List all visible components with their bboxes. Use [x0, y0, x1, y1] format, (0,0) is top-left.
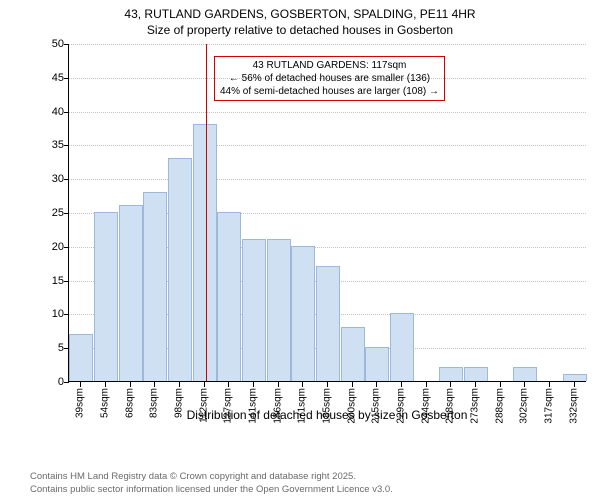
xtick-mark — [105, 382, 106, 387]
histogram-bar — [267, 239, 291, 381]
histogram-bar — [316, 266, 340, 381]
annotation-box: 43 RUTLAND GARDENS: 117sqm← 56% of detac… — [214, 56, 445, 101]
gridline — [69, 44, 586, 45]
xtick-label: 68sqm — [124, 388, 135, 418]
ytick-label: 50 — [36, 38, 64, 50]
gridline — [69, 112, 586, 113]
xtick-label: 200sqm — [346, 388, 357, 424]
histogram-bar — [464, 367, 488, 381]
xtick-mark — [179, 382, 180, 387]
ytick-mark — [64, 382, 69, 383]
ytick-mark — [64, 112, 69, 113]
reference-line — [206, 44, 207, 381]
xtick-mark — [302, 382, 303, 387]
xtick-label: 39sqm — [75, 388, 86, 418]
ytick-label: 40 — [36, 106, 64, 118]
xtick-label: 171sqm — [297, 388, 308, 424]
ytick-label: 5 — [36, 342, 64, 354]
histogram-bar — [94, 212, 118, 381]
title-line-1: 43, RUTLAND GARDENS, GOSBERTON, SPALDING… — [0, 6, 600, 22]
ytick-mark — [64, 44, 69, 45]
xtick-label: 332sqm — [568, 388, 579, 424]
histogram-bar — [513, 367, 537, 381]
histogram-bar — [563, 374, 587, 381]
ytick-label: 0 — [36, 376, 64, 388]
ytick-label: 45 — [36, 72, 64, 84]
histogram-bar — [119, 205, 143, 381]
histogram-bar — [168, 158, 192, 381]
xtick-mark — [352, 382, 353, 387]
xtick-label: 273sqm — [470, 388, 481, 424]
xtick-mark — [327, 382, 328, 387]
xtick-label: 185sqm — [322, 388, 333, 424]
annotation-line-3: 44% of semi-detached houses are larger (… — [220, 85, 439, 98]
ytick-mark — [64, 179, 69, 180]
xtick-label: 141sqm — [248, 388, 259, 424]
gridline — [69, 145, 586, 146]
gridline — [69, 179, 586, 180]
xtick-label: 156sqm — [272, 388, 283, 424]
xtick-mark — [130, 382, 131, 387]
xtick-mark — [278, 382, 279, 387]
title-line-2: Size of property relative to detached ho… — [0, 22, 600, 38]
xtick-mark — [524, 382, 525, 387]
xtick-mark — [549, 382, 550, 387]
xtick-mark — [574, 382, 575, 387]
annotation-line-1: 43 RUTLAND GARDENS: 117sqm — [220, 59, 439, 72]
histogram-bar — [291, 246, 315, 381]
ytick-label: 30 — [36, 173, 64, 185]
xtick-label: 288sqm — [494, 388, 505, 424]
xtick-label: 127sqm — [223, 388, 234, 424]
chart-area: Number of detached properties 43 RUTLAND… — [34, 44, 586, 422]
xtick-label: 54sqm — [100, 388, 111, 418]
xtick-label: 229sqm — [396, 388, 407, 424]
ytick-label: 15 — [36, 275, 64, 287]
xtick-mark — [253, 382, 254, 387]
histogram-bar — [69, 334, 93, 381]
xtick-label: 98sqm — [174, 388, 185, 418]
ytick-mark — [64, 247, 69, 248]
histogram-bar — [341, 327, 365, 381]
xtick-label: 215sqm — [371, 388, 382, 424]
annotation-line-2: ← 56% of detached houses are smaller (13… — [220, 72, 439, 85]
xtick-label: 317sqm — [544, 388, 555, 424]
histogram-bar — [242, 239, 266, 381]
xtick-mark — [401, 382, 402, 387]
chart-title-block: 43, RUTLAND GARDENS, GOSBERTON, SPALDING… — [0, 0, 600, 38]
footer-attribution: Contains HM Land Registry data © Crown c… — [30, 471, 393, 496]
histogram-bar — [439, 367, 463, 381]
ytick-mark — [64, 281, 69, 282]
histogram-bar — [217, 212, 241, 381]
xtick-mark — [228, 382, 229, 387]
ytick-label: 10 — [36, 308, 64, 320]
footer-line-2: Contains public sector information licen… — [30, 484, 393, 496]
ytick-mark — [64, 78, 69, 79]
xtick-label: 258sqm — [445, 388, 456, 424]
xtick-mark — [204, 382, 205, 387]
ytick-label: 35 — [36, 139, 64, 151]
histogram-bar — [193, 124, 217, 381]
xtick-mark — [426, 382, 427, 387]
ytick-label: 25 — [36, 207, 64, 219]
histogram-bar — [365, 347, 389, 381]
xtick-mark — [80, 382, 81, 387]
xtick-label: 112sqm — [198, 388, 209, 423]
xtick-mark — [450, 382, 451, 387]
xtick-label: 244sqm — [420, 388, 431, 424]
ytick-label: 20 — [36, 241, 64, 253]
footer-line-1: Contains HM Land Registry data © Crown c… — [30, 471, 393, 483]
histogram-bar — [390, 313, 414, 381]
plot-area: 43 RUTLAND GARDENS: 117sqm← 56% of detac… — [68, 44, 586, 382]
xtick-mark — [500, 382, 501, 387]
xtick-label: 83sqm — [149, 388, 160, 418]
ytick-mark — [64, 145, 69, 146]
xtick-mark — [475, 382, 476, 387]
ytick-mark — [64, 314, 69, 315]
histogram-bar — [143, 192, 167, 381]
xtick-mark — [376, 382, 377, 387]
xtick-mark — [154, 382, 155, 387]
ytick-mark — [64, 213, 69, 214]
xtick-label: 302sqm — [519, 388, 530, 424]
